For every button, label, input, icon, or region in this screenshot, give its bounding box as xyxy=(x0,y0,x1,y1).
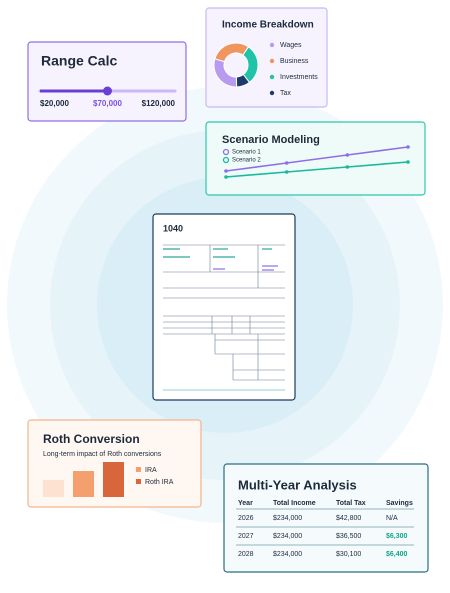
table-header: Total Income xyxy=(273,500,316,507)
legend-label: Roth IRA xyxy=(145,479,174,486)
legend-label: Scenario 2 xyxy=(232,158,261,164)
legend-label: Business xyxy=(280,58,309,65)
title: Roth Conversion xyxy=(43,432,140,446)
legend-dot xyxy=(269,42,275,48)
subtitle: Long-term impact of Roth conversions xyxy=(43,451,162,458)
title: Range Calc xyxy=(41,53,117,69)
slider-label: $70,000 xyxy=(93,99,122,108)
point xyxy=(345,165,350,169)
point xyxy=(224,175,228,179)
slider-label: $120,000 xyxy=(142,99,176,108)
title: Multi-Year Analysis xyxy=(238,477,357,492)
table-header: Savings xyxy=(386,500,413,507)
table-cell: $6,300 xyxy=(386,533,408,540)
table-cell: $234,000 xyxy=(273,515,302,522)
line xyxy=(225,146,409,172)
point xyxy=(345,153,350,157)
title: Scenario Modeling xyxy=(222,134,320,146)
line xyxy=(225,161,409,178)
table-cell: 2027 xyxy=(238,533,254,540)
legend-dot xyxy=(269,74,275,80)
table-cell: $42,800 xyxy=(336,515,361,522)
point xyxy=(284,161,289,165)
table-cell: N/A xyxy=(386,515,398,522)
table-header: Year xyxy=(238,500,253,507)
point xyxy=(224,169,228,173)
bar xyxy=(43,480,64,497)
table-cell: $30,100 xyxy=(336,551,361,558)
title: Income Breakdown xyxy=(222,20,314,31)
title: 1040 xyxy=(163,223,183,233)
table-header: Total Tax xyxy=(336,500,366,507)
point xyxy=(406,145,410,149)
form-card xyxy=(152,213,296,401)
table-cell: $6,400 xyxy=(386,551,408,558)
legend-label: Scenario 1 xyxy=(232,150,261,156)
legend-label: Wages xyxy=(280,42,302,49)
form-marks xyxy=(163,248,278,271)
slider-label: $20,000 xyxy=(40,99,69,108)
point xyxy=(406,160,410,164)
legend-label: Investments xyxy=(280,74,318,81)
bar xyxy=(73,471,94,497)
legend-label: IRA xyxy=(145,467,157,474)
slider-knob xyxy=(103,86,112,96)
table-cell: $234,000 xyxy=(273,551,302,558)
legend-dot xyxy=(269,58,275,64)
legend-dot xyxy=(269,90,275,96)
bar xyxy=(103,462,124,497)
legend-swatch xyxy=(136,479,141,484)
table-cell: 2026 xyxy=(238,515,254,522)
range-card xyxy=(27,41,187,122)
legend-label: Tax xyxy=(280,90,291,97)
legend-dot xyxy=(222,148,230,156)
donut-slice xyxy=(214,42,250,63)
table-cell: 2028 xyxy=(238,551,254,558)
legend-dot xyxy=(222,156,230,164)
form-lines xyxy=(163,244,285,391)
table-cell: $234,000 xyxy=(273,533,302,540)
table-cell: $36,500 xyxy=(336,533,361,540)
legend-swatch xyxy=(136,467,141,472)
point xyxy=(284,170,289,174)
